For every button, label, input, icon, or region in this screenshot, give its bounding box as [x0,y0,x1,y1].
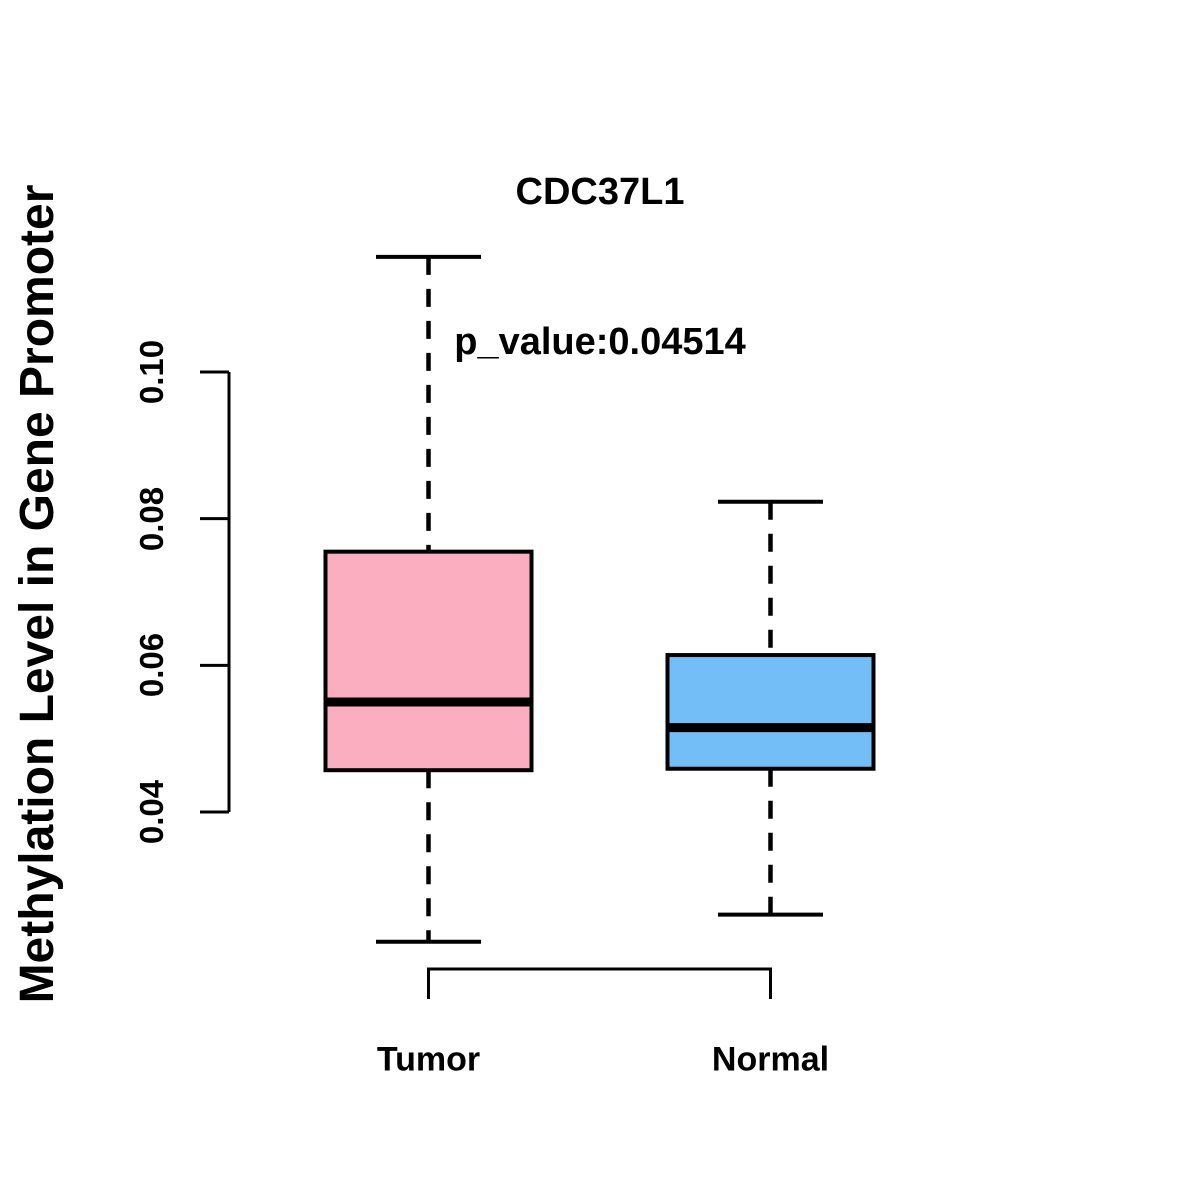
box-rect-tumor [323,549,534,773]
box-rect-normal [665,653,876,771]
x-category-label-tumor: Tumor [376,1040,481,1079]
x-axis-bracket [427,967,772,999]
y-tick-label: 0.10 [133,339,170,405]
chart-title-pvalue: p_value:0.04514 [454,321,746,363]
x-category-label-normal: Normal [711,1040,830,1079]
chart-title: CDC37L1 p_value:0.04514 [0,67,1200,467]
chart-title-gene: CDC37L1 [515,171,685,213]
y-tick-label: 0.08 [133,486,170,551]
y-tick-label: 0.06 [133,633,170,698]
y-tick-label: 0.04 [133,779,170,845]
